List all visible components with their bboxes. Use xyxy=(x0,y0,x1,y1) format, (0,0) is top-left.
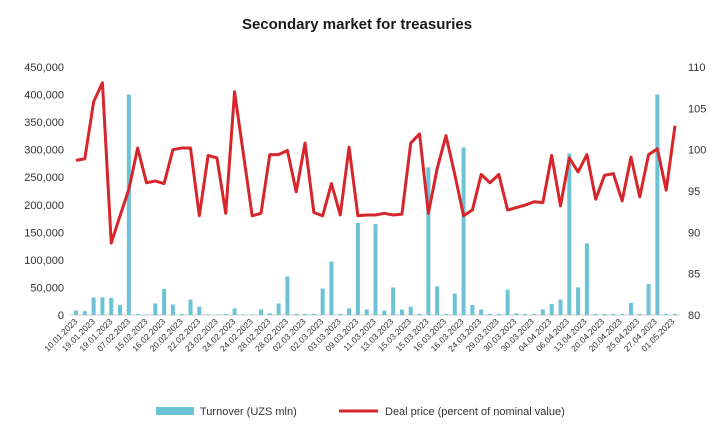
turnover-bar xyxy=(276,303,281,315)
turnover-bar xyxy=(391,287,396,315)
right-tick-label: 110 xyxy=(688,62,706,74)
turnover-bar xyxy=(232,308,237,315)
turnover-bar xyxy=(655,94,660,315)
x-axis-ticks: 10.01.202319.01.202319.01.202307.02.2023… xyxy=(42,316,676,353)
right-tick-label: 100 xyxy=(688,145,706,157)
turnover-bar xyxy=(197,306,202,315)
turnover-bar xyxy=(188,299,193,315)
turnover-bar xyxy=(373,224,378,315)
turnover-bar xyxy=(329,261,334,315)
right-tick-label: 85 xyxy=(688,269,700,281)
deal-price-series-line xyxy=(75,81,677,245)
turnover-bar xyxy=(479,309,484,315)
left-tick-label: 400,000 xyxy=(24,90,64,102)
turnover-bar xyxy=(74,310,78,315)
turnover-bar xyxy=(355,222,360,315)
turnover-bar xyxy=(135,313,140,315)
legend: Turnover (UZS mln) Deal price (percent o… xyxy=(156,406,565,418)
turnover-bar xyxy=(109,297,114,315)
turnover-bar xyxy=(593,313,598,315)
turnover-bar xyxy=(470,305,475,315)
legend-swatch-turnover xyxy=(156,407,194,415)
right-axis-ticks: 80 85 90 95 100 105 110 xyxy=(688,62,706,322)
turnover-bar xyxy=(82,311,87,315)
turnover-bar xyxy=(338,313,343,315)
turnover-bar xyxy=(602,313,607,315)
right-tick-label: 105 xyxy=(688,103,706,115)
turnover-bar xyxy=(347,308,352,315)
turnover-bar xyxy=(576,287,581,315)
turnover-bar xyxy=(637,313,642,315)
turnover-bar xyxy=(435,286,440,315)
turnover-bar xyxy=(540,309,545,315)
left-tick-label: 0 xyxy=(58,310,64,322)
turnover-bar xyxy=(558,299,563,315)
turnover-bar xyxy=(294,313,299,315)
turnover-bar xyxy=(267,313,272,315)
turnover-bar xyxy=(488,313,493,315)
turnover-bars xyxy=(74,94,677,315)
left-tick-label: 100,000 xyxy=(24,255,64,267)
turnover-bar xyxy=(162,289,167,315)
turnover-bar xyxy=(179,313,184,315)
left-tick-label: 450,000 xyxy=(24,62,64,74)
turnover-bar xyxy=(126,94,131,315)
right-tick-label: 90 xyxy=(688,227,700,239)
turnover-bar xyxy=(584,243,589,315)
turnover-bar xyxy=(399,309,404,315)
turnover-bar xyxy=(549,303,554,315)
turnover-bar xyxy=(118,305,123,315)
turnover-bar xyxy=(628,302,633,315)
deal-price-line xyxy=(75,81,677,245)
turnover-bar xyxy=(206,314,211,315)
left-tick-label: 350,000 xyxy=(24,117,64,129)
turnover-bar xyxy=(214,314,219,315)
turnover-bar xyxy=(303,313,308,315)
legend-label-deal-price: Deal price (percent of nominal value) xyxy=(385,406,565,418)
turnover-bar xyxy=(223,313,228,315)
left-tick-label: 200,000 xyxy=(24,200,64,212)
turnover-bar xyxy=(408,306,413,315)
turnover-bar xyxy=(426,167,431,315)
chart-title: Secondary market for treasuries xyxy=(242,16,472,33)
right-tick-label: 80 xyxy=(688,310,700,322)
turnover-bar xyxy=(673,313,677,315)
left-tick-label: 250,000 xyxy=(24,172,64,184)
turnover-bar xyxy=(258,309,263,315)
turnover-bar xyxy=(250,314,255,315)
turnover-bar xyxy=(514,313,519,315)
left-tick-label: 50,000 xyxy=(30,282,64,294)
turnover-bar xyxy=(241,314,246,315)
turnover-bar xyxy=(523,313,528,315)
left-tick-label: 300,000 xyxy=(24,145,64,157)
turnover-bar xyxy=(567,153,572,315)
legend-label-turnover: Turnover (UZS mln) xyxy=(200,406,297,418)
turnover-bar xyxy=(170,304,175,315)
turnover-bar xyxy=(153,303,158,315)
turnover-bar xyxy=(417,313,422,315)
turnover-bar xyxy=(311,313,316,315)
turnover-bar xyxy=(91,297,96,315)
left-axis-ticks: 0 50,000 100,000 150,000 200,000 250,000 300,0… xyxy=(24,62,64,322)
turnover-bar xyxy=(646,284,651,315)
left-tick-label: 150,000 xyxy=(24,227,64,239)
turnover-bar xyxy=(144,314,149,315)
turnover-bar xyxy=(496,313,501,315)
turnover-bar xyxy=(443,313,448,315)
turnover-bar xyxy=(382,310,387,315)
turnover-bar xyxy=(505,289,510,315)
turnover-bar xyxy=(285,276,290,315)
turnover-bar xyxy=(461,147,466,315)
turnover-bar xyxy=(664,313,669,315)
right-tick-label: 95 xyxy=(688,186,700,198)
turnover-bar xyxy=(320,288,325,315)
turnover-bar xyxy=(364,309,369,315)
turnover-bar xyxy=(532,313,537,315)
turnover-bar xyxy=(100,297,105,315)
turnover-bar xyxy=(611,313,616,315)
turnover-bar xyxy=(620,313,625,315)
turnover-bar xyxy=(452,293,457,315)
